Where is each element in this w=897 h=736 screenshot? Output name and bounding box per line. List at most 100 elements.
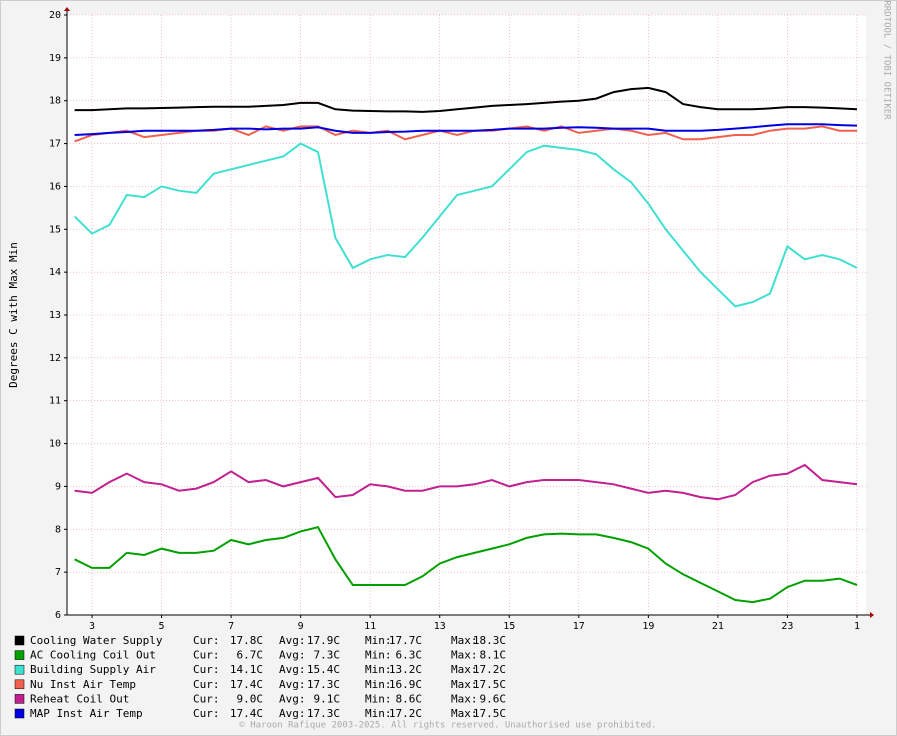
y-tick-label: 18 xyxy=(49,96,61,107)
y-arrow xyxy=(64,7,70,11)
legend-stat-value: 9.0C xyxy=(237,692,264,705)
y-tick-label: 10 xyxy=(49,439,61,450)
x-arrow xyxy=(870,612,874,618)
y-tick-label: 12 xyxy=(49,353,61,364)
y-tick-label: 15 xyxy=(49,224,61,235)
legend-stat-label: Min: xyxy=(365,634,392,647)
legend-stat-value: 17.2C xyxy=(473,663,506,676)
legend-swatch xyxy=(14,679,25,690)
legend-stat-label: Avg: xyxy=(279,692,306,705)
legend-swatch xyxy=(14,694,25,704)
legend-swatch xyxy=(14,635,25,646)
legend-stat-value: 16.9C xyxy=(389,678,422,691)
legend-stat-label: Min: xyxy=(365,692,392,705)
x-tick-label: 17 xyxy=(573,621,585,632)
y-tick-label: 9 xyxy=(55,481,61,492)
legend-stat-label: Min: xyxy=(365,649,392,662)
series-line xyxy=(74,123,858,136)
legend-stat-value: 17.5C xyxy=(473,678,506,691)
legend-swatch xyxy=(14,664,25,675)
legend-stat-value: 6.3C xyxy=(396,649,423,662)
legend-stat-value: 17.8C xyxy=(230,634,263,647)
legend-name: Cooling Water Supply xyxy=(30,634,163,647)
y-axis-label: Degrees C with Max Min xyxy=(7,242,20,388)
legend-name: Reheat Coil Out xyxy=(30,692,129,705)
legend-stat-value: 8.1C xyxy=(480,649,507,662)
x-tick-label: 1 xyxy=(854,621,860,632)
legend-stat-value: 8.6C xyxy=(396,692,423,705)
y-tick-label: 8 xyxy=(55,524,61,535)
legend-name: Nu Inst Air Temp xyxy=(30,678,136,691)
legend-stat-value: 6.7C xyxy=(237,649,264,662)
legend-stat-value: 17.4C xyxy=(230,707,263,720)
y-tick-label: 7 xyxy=(55,567,61,578)
legend-stat-value: 18.3C xyxy=(473,634,506,647)
legend-stat-value: 15.4C xyxy=(307,663,340,676)
footer: © Haroon Rafique 2003-2025. All rights r… xyxy=(239,721,656,731)
legend-stat-label: Avg: xyxy=(279,663,306,676)
x-tick-label: 21 xyxy=(712,621,724,632)
legend-stat-label: Max: xyxy=(451,649,478,662)
legend-swatch xyxy=(14,708,25,719)
lines xyxy=(73,86,858,604)
legend-stat-label: Cur: xyxy=(193,663,220,676)
series-line xyxy=(73,142,858,308)
legend-stat-label: Max: xyxy=(451,678,478,691)
y-tick-label: 14 xyxy=(49,267,61,278)
legend-stat-label: Max: xyxy=(451,663,478,676)
legend-stat-label: Avg: xyxy=(279,707,306,720)
legend-stat-value: 14.1C xyxy=(230,663,263,676)
y-tick-label: 17 xyxy=(49,139,61,150)
x-tick-label: 19 xyxy=(642,621,654,632)
legend-stat-label: Min: xyxy=(365,678,392,691)
y-tick-label: 6 xyxy=(55,610,61,621)
grid xyxy=(67,14,866,616)
series-line xyxy=(74,463,858,501)
legend-stat-label: Cur: xyxy=(193,692,220,705)
y-tick-label: 13 xyxy=(49,310,61,321)
legend-swatch xyxy=(14,650,25,660)
legend-stat-label: Min: xyxy=(365,707,392,720)
legend-stat-value: 17.2C xyxy=(389,707,422,720)
legend-stat-value: 17.4C xyxy=(230,678,263,691)
y-tick-label: 20 xyxy=(49,10,61,21)
legend-stat-value: 17.3C xyxy=(307,678,340,691)
legend-stat-label: Max: xyxy=(451,692,478,705)
legend-stat-label: Max: xyxy=(451,707,478,720)
legend-stat-value: 7.3C xyxy=(314,649,341,662)
legend-stat-label: Avg: xyxy=(279,634,306,647)
legend-stat-label: Cur: xyxy=(193,707,220,720)
series-line xyxy=(74,86,858,113)
legend-stat-label: Min: xyxy=(365,663,392,676)
x-tick-label: 3 xyxy=(89,621,95,632)
x-tick-label: 13 xyxy=(434,621,446,632)
x-tick-label: 11 xyxy=(364,621,376,632)
x-tick-label: 9 xyxy=(298,621,304,632)
legend-stat-value: 17.7C xyxy=(389,634,422,647)
legend-stat-label: Cur: xyxy=(193,678,220,691)
legend-stat-value: 9.1C xyxy=(314,692,341,705)
x-tick-label: 5 xyxy=(159,621,165,632)
x-tick-label: 7 xyxy=(228,621,234,632)
legend-stat-label: Avg: xyxy=(279,678,306,691)
legend-stat-label: Avg: xyxy=(279,649,306,662)
legend-name: Building Supply Air xyxy=(30,663,156,676)
legend-stat-value: 17.5C xyxy=(473,707,506,720)
legend-stat-label: Max: xyxy=(451,634,478,647)
legend-stat-value: 13.2C xyxy=(389,663,422,676)
series-line xyxy=(74,525,858,604)
legend-stat-value: 17.3C xyxy=(307,707,340,720)
y-tick-label: 16 xyxy=(49,181,61,192)
x-tick-label: 23 xyxy=(781,621,793,632)
side-text: RRDTOOL / TOBI OETIKER xyxy=(882,0,892,120)
y-tick-label: 11 xyxy=(49,396,61,407)
legend-name: AC Cooling Coil Out xyxy=(30,649,156,662)
legend-stat-value: 17.9C xyxy=(307,634,340,647)
y-tick-label: 19 xyxy=(49,53,61,64)
legend-stat-label: Cur: xyxy=(193,634,220,647)
legend-stat-value: 9.6C xyxy=(480,692,507,705)
legend-stat-label: Cur: xyxy=(193,649,220,662)
legend-name: MAP Inst Air Temp xyxy=(30,707,143,720)
x-tick-label: 15 xyxy=(503,621,515,632)
